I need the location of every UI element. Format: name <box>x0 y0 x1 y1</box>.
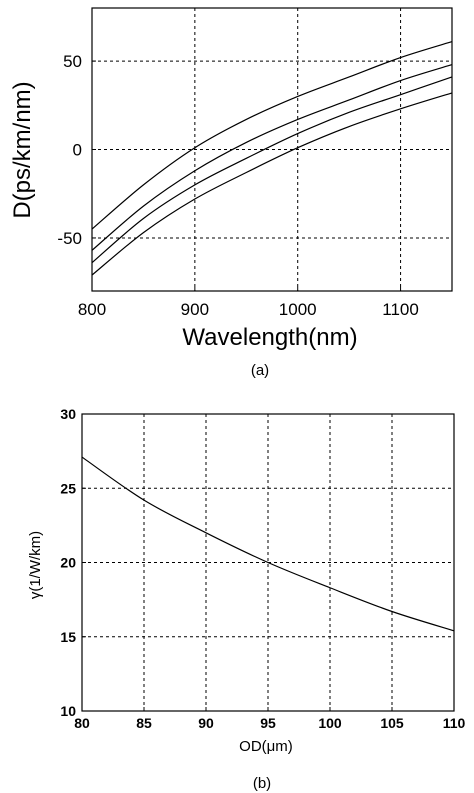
chart-b-caption: (b) <box>253 775 271 792</box>
chart-b-y-tick-labels: 10 15 20 25 30 <box>60 406 76 719</box>
b-y-tick-label: 30 <box>60 406 76 422</box>
chart-a-x-axis-label: Wavelength(nm) <box>182 324 357 351</box>
chart-a-grid <box>92 8 452 291</box>
b-x-tick-label: 100 <box>318 715 342 731</box>
b-y-tick-label: 10 <box>60 703 76 719</box>
b-series-line-1 <box>81 456 455 632</box>
chart-b-x-tick-labels: 80 85 90 95 100 105 110 <box>74 715 465 731</box>
a-series-line-2 <box>91 64 453 251</box>
a-series-line-4 <box>91 92 453 276</box>
chart-b-nonlinearity: 80 85 90 95 100 105 110 10 15 20 25 30 OD(μm) γ(1/… <box>27 406 466 792</box>
chart-a-x-tick-labels: 800 900 1000 1100 <box>78 300 419 319</box>
b-x-tick-label: 95 <box>260 715 276 731</box>
chart-a-ticks <box>91 60 402 291</box>
b-x-tick-label: 85 <box>136 715 152 731</box>
b-y-tick-label: 20 <box>60 555 76 571</box>
chart-a-dispersion: 800 900 1000 1100 -50 0 50 Wavelength(nm) D(p… <box>9 7 453 379</box>
b-x-tick-label: 80 <box>74 715 90 731</box>
chart-b-grid <box>82 414 454 711</box>
b-x-tick-label: 90 <box>198 715 214 731</box>
a-x-tick-label: 1000 <box>279 300 317 319</box>
b-x-tick-label: 105 <box>380 715 404 731</box>
b-y-tick-label: 15 <box>60 629 76 645</box>
b-x-tick-label: 110 <box>443 715 466 731</box>
chart-b-x-axis-label: OD(μm) <box>239 738 293 755</box>
chart-a-y-tick-labels: -50 0 50 <box>57 52 82 248</box>
a-series-line-1 <box>91 41 453 230</box>
a-x-tick-label: 1100 <box>382 300 419 319</box>
a-y-tick-label: 0 <box>73 141 82 160</box>
chart-b-curves <box>81 456 455 632</box>
chart-a-y-axis-label: D(ps/km/nm) <box>9 81 36 218</box>
a-y-tick-label: -50 <box>57 229 82 248</box>
a-series-line-3 <box>91 76 453 264</box>
chart-b-y-axis-label: γ(1/W/km) <box>27 531 44 599</box>
a-x-tick-label: 900 <box>181 300 209 319</box>
a-y-tick-label: 50 <box>63 52 82 71</box>
chart-b-ticks <box>81 413 455 712</box>
chart-a-caption: (a) <box>251 362 269 379</box>
chart-a-curves <box>91 41 453 276</box>
b-y-tick-label: 25 <box>60 480 76 496</box>
a-x-tick-label: 800 <box>78 300 106 319</box>
